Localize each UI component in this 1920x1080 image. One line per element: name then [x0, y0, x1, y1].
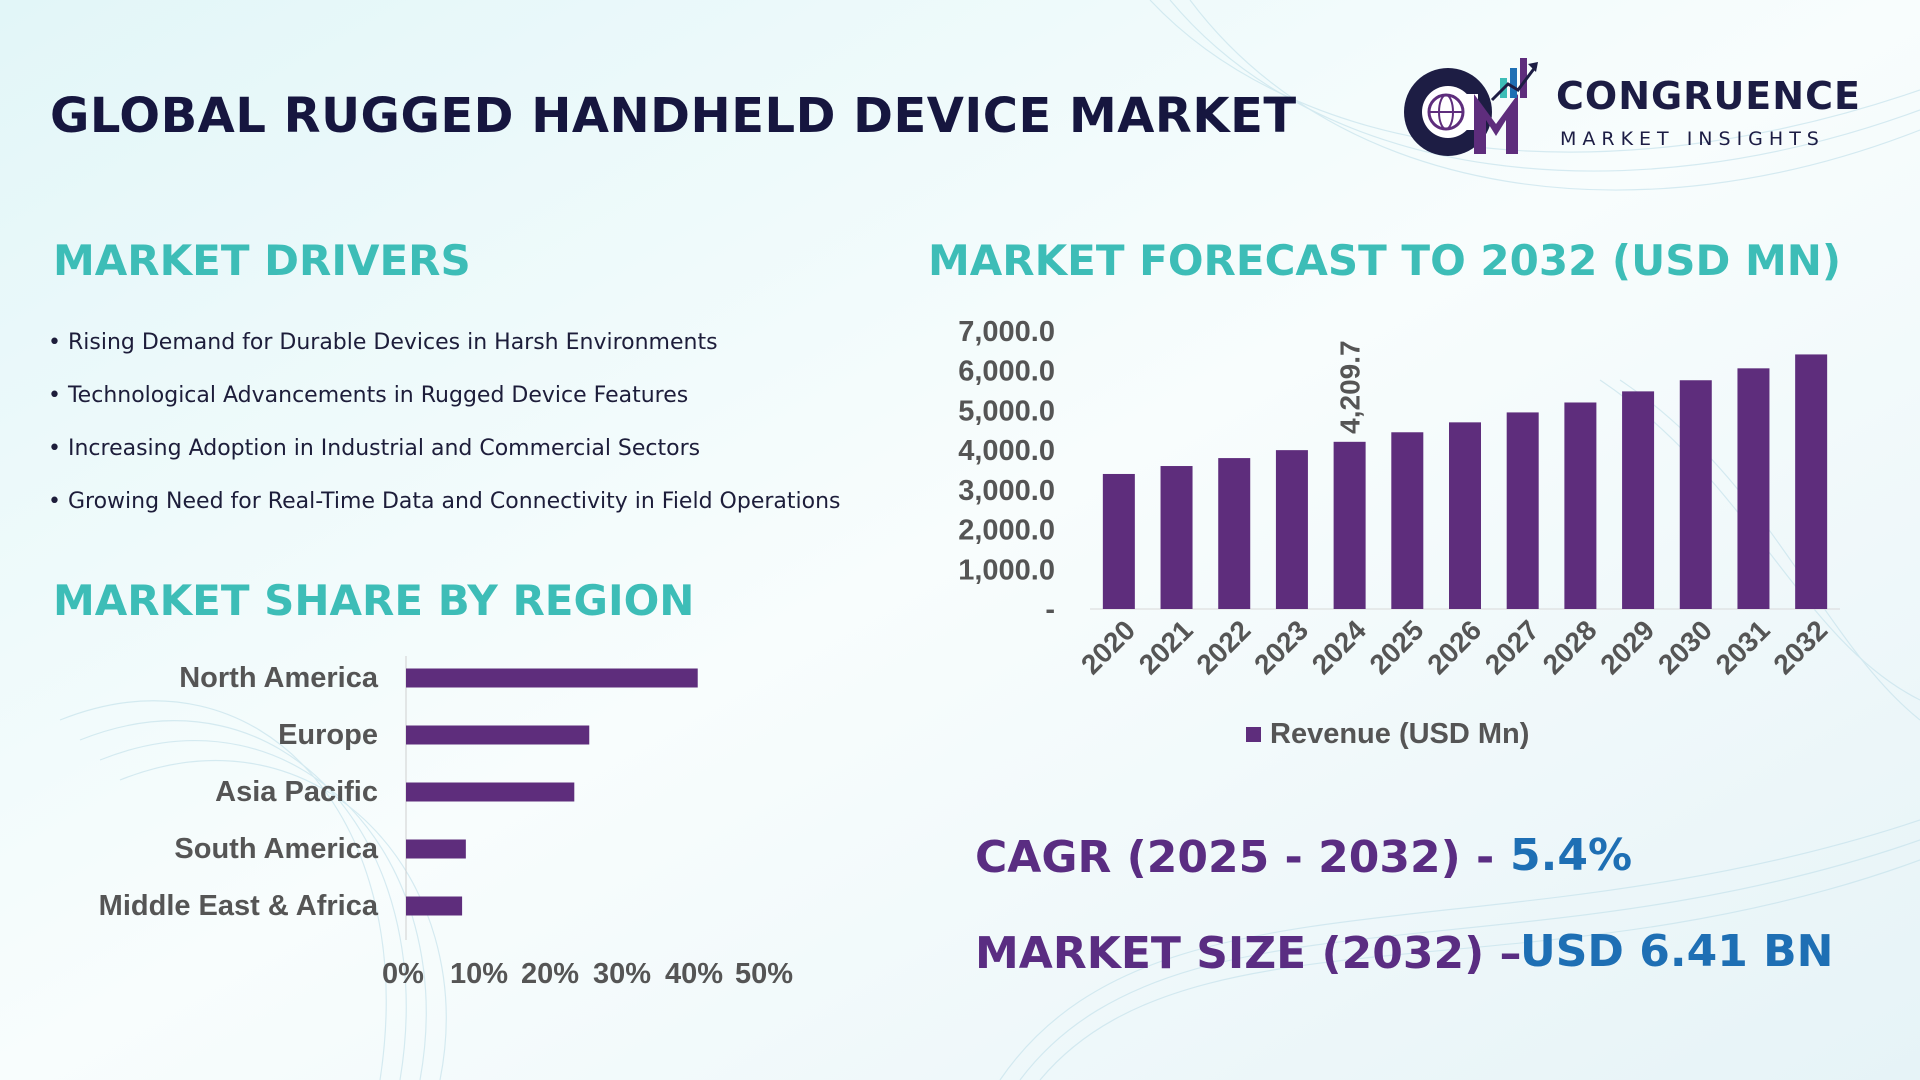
- cagr-value: 5.4%: [1510, 830, 1633, 881]
- region-x-tick: 40%: [665, 958, 723, 990]
- drivers-title: MARKET DRIVERS: [53, 236, 471, 285]
- forecast-data-label: 4,209.7: [1335, 340, 1366, 433]
- region-x-tick: 10%: [450, 958, 508, 990]
- region-bar: [406, 668, 698, 688]
- driver-item: Technological Advancements in Rugged Dev…: [48, 383, 841, 436]
- market-size-value: USD 6.41 BN: [1520, 926, 1834, 977]
- region-x-tick: 0%: [382, 958, 424, 990]
- forecast-bar: [1622, 391, 1655, 609]
- cagr-label: CAGR (2025 - 2032) -: [975, 832, 1495, 883]
- legend-swatch: [1246, 727, 1261, 742]
- region-category-label: Middle East & Africa: [99, 890, 379, 922]
- forecast-bar: [1218, 458, 1251, 609]
- forecast-x-tick: 2021: [1133, 614, 1199, 680]
- driver-item: Rising Demand for Durable Devices in Har…: [48, 330, 841, 383]
- region-category-label: North America: [179, 662, 379, 694]
- forecast-bar: [1333, 441, 1366, 609]
- forecast-y-tick: 5,000.0: [958, 395, 1055, 427]
- brand-tagline: MARKET INSIGHTS: [1560, 128, 1825, 150]
- logo-m-shape: [1474, 94, 1518, 154]
- forecast-bar: [1564, 402, 1597, 609]
- forecast-x-tick: 2026: [1421, 614, 1487, 680]
- forecast-bar: [1449, 422, 1481, 609]
- forecast-y-tick: 7,000.0: [958, 316, 1055, 348]
- forecast-x-tick: 2022: [1191, 614, 1257, 680]
- region-category-label: Asia Pacific: [215, 776, 378, 808]
- forecast-x-tick: 2024: [1306, 614, 1372, 680]
- region-bar: [406, 725, 590, 745]
- forecast-x-tick: 2027: [1479, 614, 1545, 680]
- forecast-x-tick: 2023: [1248, 614, 1314, 680]
- market-size-label: MARKET SIZE (2032) –: [975, 928, 1522, 979]
- forecast-x-tick: 2020: [1075, 614, 1141, 680]
- region-bar: [406, 896, 463, 916]
- forecast-x-tick: 2028: [1537, 614, 1603, 680]
- forecast-bar: [1737, 368, 1770, 609]
- region-x-tick: 20%: [521, 958, 579, 990]
- forecast-title: MARKET FORECAST TO 2032 (USD MN): [928, 236, 1842, 285]
- trend-arrow-icon: [1490, 65, 1538, 102]
- region-x-tick: 30%: [593, 958, 651, 990]
- region-title: MARKET SHARE BY REGION: [53, 576, 695, 625]
- forecast-bar: [1795, 354, 1828, 609]
- region-category-label: Europe: [278, 719, 378, 751]
- forecast-x-tick: 2032: [1767, 614, 1833, 680]
- region-bar: [406, 782, 575, 802]
- forecast-x-tick: 2025: [1364, 614, 1430, 680]
- brand-logo: [1404, 58, 1538, 156]
- forecast-bar: [1679, 380, 1712, 609]
- region-category-label: South America: [174, 833, 378, 865]
- driver-item: Growing Need for Real-Time Data and Conn…: [48, 489, 841, 542]
- region-x-tick: 50%: [735, 958, 793, 990]
- brand-name: CONGRUENCE: [1556, 74, 1861, 118]
- forecast-y-tick: 1,000.0: [958, 554, 1055, 586]
- forecast-bar: [1506, 412, 1539, 609]
- drivers-list: Rising Demand for Durable Devices in Har…: [48, 330, 841, 542]
- forecast-y-tick: 2,000.0: [958, 515, 1055, 547]
- driver-item: Increasing Adoption in Industrial and Co…: [48, 436, 841, 489]
- forecast-y-tick: 4,000.0: [958, 435, 1055, 467]
- forecast-bar: [1391, 432, 1424, 609]
- region-bar: [406, 839, 466, 859]
- forecast-y-tick: -: [1045, 594, 1055, 626]
- forecast-y-tick: 6,000.0: [958, 356, 1055, 388]
- forecast-bar: [1160, 466, 1193, 609]
- forecast-bar-chart: - 1,000.0 2,000.0 3,000.0 4,000.0 5,000.0 6,00…: [958, 316, 1840, 750]
- forecast-x-tick: 2029: [1594, 614, 1660, 680]
- forecast-y-tick: 3,000.0: [958, 475, 1055, 507]
- page-title: GLOBAL RUGGED HANDHELD DEVICE MARKET: [50, 88, 1297, 144]
- forecast-x-tick: 2031: [1710, 614, 1776, 680]
- legend-label: Revenue (USD Mn): [1270, 718, 1529, 750]
- forecast-bar: [1102, 473, 1135, 609]
- forecast-bar: [1275, 450, 1308, 609]
- region-bar-chart: North America Europe Asia Pacific South Ame…: [99, 656, 793, 990]
- forecast-x-tick: 2030: [1652, 614, 1718, 680]
